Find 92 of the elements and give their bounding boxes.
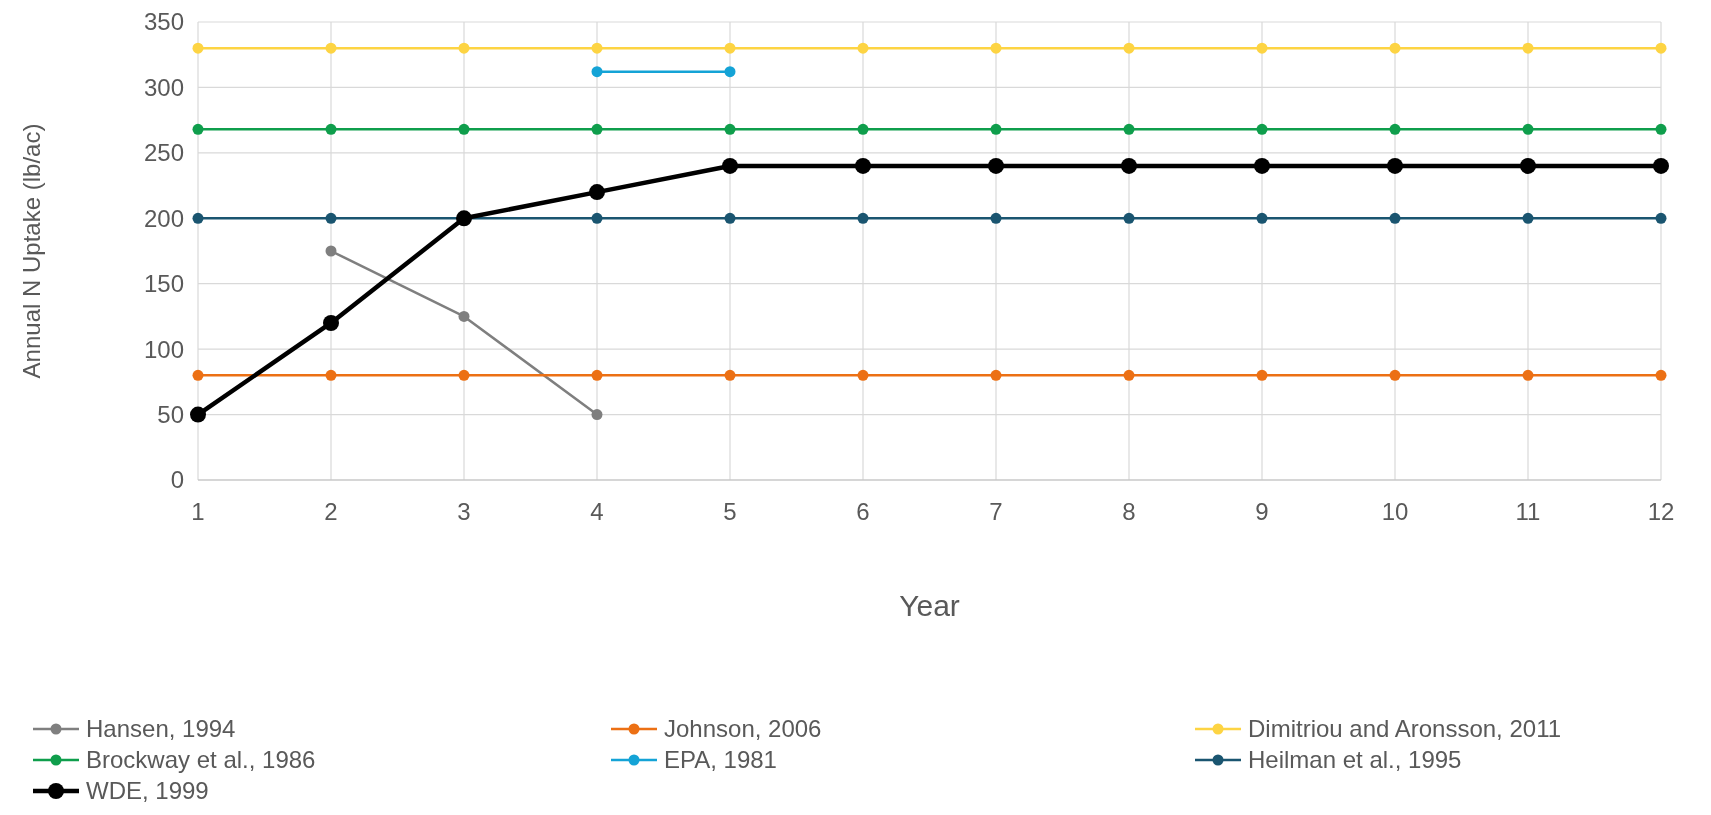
point [724, 369, 736, 381]
point [1123, 42, 1135, 54]
point [1389, 42, 1401, 54]
x-tick-label: 11 [1515, 498, 1541, 525]
point [990, 212, 1002, 224]
x-tick-label: 8 [1122, 498, 1136, 525]
point [1254, 157, 1270, 174]
x-tick-label: 4 [590, 498, 604, 525]
point [855, 157, 871, 174]
point [190, 406, 206, 423]
point [1256, 123, 1268, 135]
y-tick-label: 350 [143, 8, 184, 36]
point [1653, 157, 1669, 174]
point [1389, 212, 1401, 224]
x-tick-label: 9 [1255, 498, 1269, 525]
y-tick-label: 200 [143, 204, 184, 232]
point [458, 123, 470, 135]
point [1123, 212, 1135, 224]
legend-label: WDE, 1999 [86, 777, 209, 805]
point [1387, 157, 1403, 174]
point [857, 212, 869, 224]
point [589, 184, 605, 201]
y-tick-label: 100 [143, 335, 184, 363]
point [325, 212, 337, 224]
point [724, 42, 736, 54]
x-tick-label: 1 [191, 498, 205, 525]
y-tick-label: 150 [143, 270, 184, 298]
x-tick-label: 7 [989, 498, 1003, 525]
y-tick-label: 250 [143, 139, 184, 167]
legend-label: Hansen, 1994 [86, 715, 236, 743]
point [990, 42, 1002, 54]
point [990, 369, 1002, 381]
point [325, 42, 337, 54]
point [591, 212, 603, 224]
x-tick-label: 2 [324, 498, 338, 525]
y-tick-label: 0 [170, 466, 184, 494]
point [1520, 157, 1536, 174]
x-axis-title: Year [899, 589, 960, 622]
y-tick-label: 50 [157, 400, 184, 428]
point [857, 369, 869, 381]
point [325, 123, 337, 135]
point [1123, 123, 1135, 135]
point [724, 212, 736, 224]
point [192, 42, 204, 54]
x-tick-label: 12 [1647, 498, 1675, 525]
point [722, 157, 738, 174]
point [458, 369, 470, 381]
point [988, 157, 1004, 174]
point [591, 123, 603, 135]
point [724, 66, 736, 78]
point [1123, 369, 1135, 381]
point [1389, 369, 1401, 381]
point [1655, 42, 1667, 54]
y-axis-title: Annual N Uptake (lb/ac) [18, 123, 45, 379]
point [724, 123, 736, 135]
point [325, 245, 337, 257]
x-tick-label: 10 [1381, 498, 1409, 525]
point [1256, 369, 1268, 381]
point [192, 123, 204, 135]
point [591, 369, 603, 381]
point [458, 42, 470, 54]
point [323, 314, 339, 331]
y-tick-label: 300 [143, 73, 184, 101]
point [1655, 123, 1667, 135]
point [591, 42, 603, 54]
x-tick-label: 6 [856, 498, 870, 525]
point [458, 310, 470, 322]
point [1655, 369, 1667, 381]
x-tick-label: 5 [723, 498, 737, 525]
x-tick-label: 3 [457, 498, 471, 525]
point [990, 123, 1002, 135]
point [1655, 212, 1667, 224]
point [325, 369, 337, 381]
legend-label: Heilman et al., 1995 [1248, 746, 1462, 774]
legend-label: Dimitriou and Aronsson, 2011 [1248, 715, 1562, 743]
point [1256, 42, 1268, 54]
point [591, 66, 603, 78]
point [1522, 123, 1534, 135]
point [192, 212, 204, 224]
point [1389, 123, 1401, 135]
point [1522, 42, 1534, 54]
point [591, 409, 603, 421]
point [1522, 369, 1534, 381]
point [1256, 212, 1268, 224]
legend-label: Johnson, 2006 [664, 715, 822, 743]
point [1522, 212, 1534, 224]
point [1121, 157, 1137, 174]
point [192, 369, 204, 381]
legend-label: Brockway et al., 1986 [86, 746, 316, 774]
legend-label: EPA, 1981 [664, 746, 777, 774]
point [857, 123, 869, 135]
point [857, 42, 869, 54]
